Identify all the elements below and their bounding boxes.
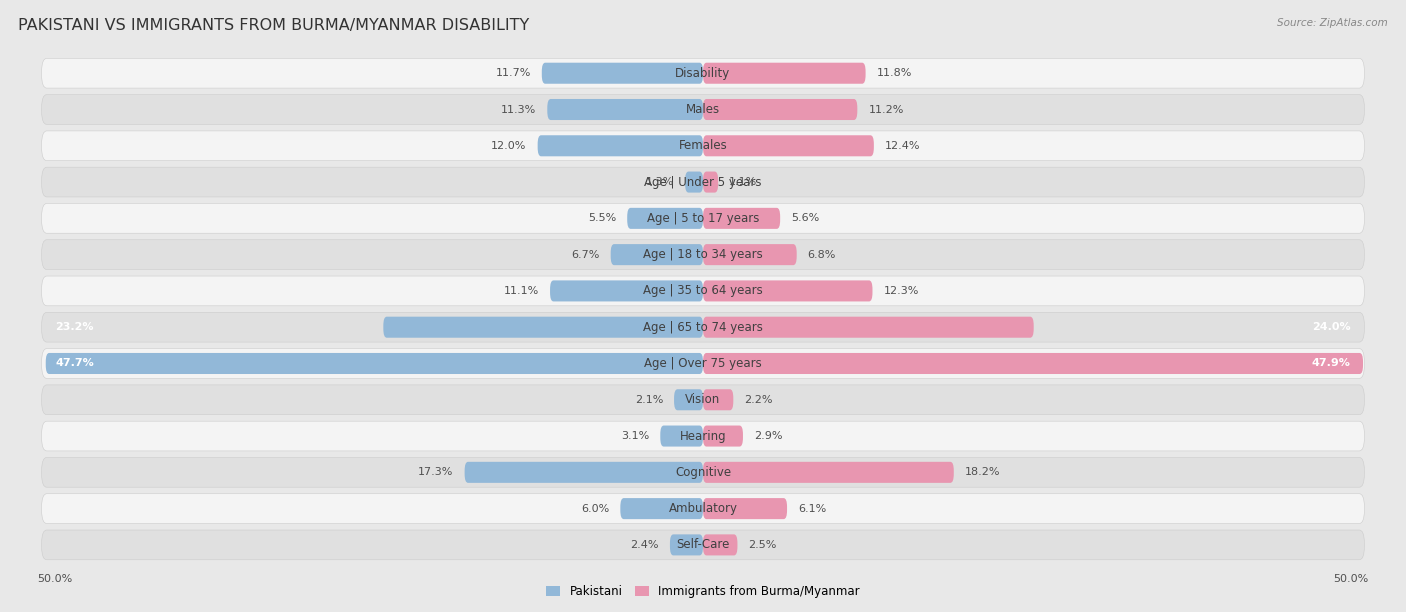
FancyBboxPatch shape <box>42 349 1364 378</box>
FancyBboxPatch shape <box>42 494 1364 523</box>
FancyBboxPatch shape <box>673 389 703 410</box>
Text: 2.4%: 2.4% <box>630 540 659 550</box>
FancyBboxPatch shape <box>703 244 797 265</box>
Text: Vision: Vision <box>685 394 721 406</box>
FancyBboxPatch shape <box>42 457 1364 487</box>
Text: 2.5%: 2.5% <box>748 540 778 550</box>
FancyBboxPatch shape <box>42 58 1364 88</box>
FancyBboxPatch shape <box>42 385 1364 415</box>
Text: Age | 65 to 74 years: Age | 65 to 74 years <box>643 321 763 334</box>
Text: 6.0%: 6.0% <box>581 504 609 513</box>
Text: 5.6%: 5.6% <box>792 214 820 223</box>
Text: 11.1%: 11.1% <box>503 286 538 296</box>
Text: 47.9%: 47.9% <box>1312 359 1351 368</box>
FancyBboxPatch shape <box>627 208 703 229</box>
Text: 18.2%: 18.2% <box>965 468 1000 477</box>
FancyBboxPatch shape <box>703 62 866 84</box>
Text: 1.3%: 1.3% <box>645 177 673 187</box>
Text: 5.5%: 5.5% <box>588 214 616 223</box>
Text: Age | 35 to 64 years: Age | 35 to 64 years <box>643 285 763 297</box>
FancyBboxPatch shape <box>42 131 1364 161</box>
Text: Females: Females <box>679 140 727 152</box>
FancyBboxPatch shape <box>703 425 742 447</box>
FancyBboxPatch shape <box>661 425 703 447</box>
FancyBboxPatch shape <box>703 534 738 556</box>
FancyBboxPatch shape <box>703 280 873 302</box>
Legend: Pakistani, Immigrants from Burma/Myanmar: Pakistani, Immigrants from Burma/Myanmar <box>541 580 865 603</box>
Text: 6.7%: 6.7% <box>571 250 599 259</box>
FancyBboxPatch shape <box>46 353 703 374</box>
FancyBboxPatch shape <box>42 203 1364 233</box>
Text: Disability: Disability <box>675 67 731 80</box>
FancyBboxPatch shape <box>541 62 703 84</box>
FancyBboxPatch shape <box>703 462 953 483</box>
FancyBboxPatch shape <box>685 171 703 193</box>
FancyBboxPatch shape <box>703 208 780 229</box>
FancyBboxPatch shape <box>550 280 703 302</box>
Text: 11.3%: 11.3% <box>501 105 536 114</box>
FancyBboxPatch shape <box>620 498 703 519</box>
Text: Age | 18 to 34 years: Age | 18 to 34 years <box>643 248 763 261</box>
Text: 2.9%: 2.9% <box>754 431 783 441</box>
FancyBboxPatch shape <box>703 498 787 519</box>
Text: Males: Males <box>686 103 720 116</box>
FancyBboxPatch shape <box>669 534 703 556</box>
Text: Source: ZipAtlas.com: Source: ZipAtlas.com <box>1277 18 1388 28</box>
FancyBboxPatch shape <box>42 421 1364 451</box>
Text: 11.8%: 11.8% <box>876 68 912 78</box>
Text: 1.1%: 1.1% <box>730 177 758 187</box>
FancyBboxPatch shape <box>42 276 1364 306</box>
FancyBboxPatch shape <box>42 312 1364 342</box>
Text: Cognitive: Cognitive <box>675 466 731 479</box>
FancyBboxPatch shape <box>703 353 1362 374</box>
Text: Self-Care: Self-Care <box>676 539 730 551</box>
Text: 50.0%: 50.0% <box>38 574 73 584</box>
Text: 12.4%: 12.4% <box>884 141 921 151</box>
Text: 23.2%: 23.2% <box>55 322 94 332</box>
Text: 50.0%: 50.0% <box>1333 574 1368 584</box>
FancyBboxPatch shape <box>384 316 703 338</box>
Text: Ambulatory: Ambulatory <box>668 502 738 515</box>
Text: 11.2%: 11.2% <box>869 105 904 114</box>
Text: Age | Over 75 years: Age | Over 75 years <box>644 357 762 370</box>
FancyBboxPatch shape <box>42 530 1364 560</box>
FancyBboxPatch shape <box>703 171 718 193</box>
Text: 12.0%: 12.0% <box>491 141 527 151</box>
FancyBboxPatch shape <box>42 95 1364 124</box>
FancyBboxPatch shape <box>537 135 703 156</box>
FancyBboxPatch shape <box>703 99 858 120</box>
Text: Hearing: Hearing <box>679 430 727 442</box>
Text: Age | 5 to 17 years: Age | 5 to 17 years <box>647 212 759 225</box>
FancyBboxPatch shape <box>547 99 703 120</box>
FancyBboxPatch shape <box>703 135 875 156</box>
FancyBboxPatch shape <box>610 244 703 265</box>
Text: 6.8%: 6.8% <box>807 250 837 259</box>
Text: 11.7%: 11.7% <box>495 68 531 78</box>
FancyBboxPatch shape <box>42 240 1364 269</box>
Text: 6.1%: 6.1% <box>799 504 827 513</box>
Text: 47.7%: 47.7% <box>55 359 94 368</box>
Text: 17.3%: 17.3% <box>418 468 454 477</box>
FancyBboxPatch shape <box>703 316 1033 338</box>
FancyBboxPatch shape <box>703 389 734 410</box>
Text: 12.3%: 12.3% <box>883 286 920 296</box>
Text: 24.0%: 24.0% <box>1312 322 1351 332</box>
Text: Age | Under 5 years: Age | Under 5 years <box>644 176 762 188</box>
Text: 3.1%: 3.1% <box>621 431 650 441</box>
FancyBboxPatch shape <box>42 167 1364 197</box>
FancyBboxPatch shape <box>464 462 703 483</box>
Text: 2.1%: 2.1% <box>634 395 664 405</box>
Text: PAKISTANI VS IMMIGRANTS FROM BURMA/MYANMAR DISABILITY: PAKISTANI VS IMMIGRANTS FROM BURMA/MYANM… <box>18 18 530 34</box>
Text: 2.2%: 2.2% <box>744 395 773 405</box>
